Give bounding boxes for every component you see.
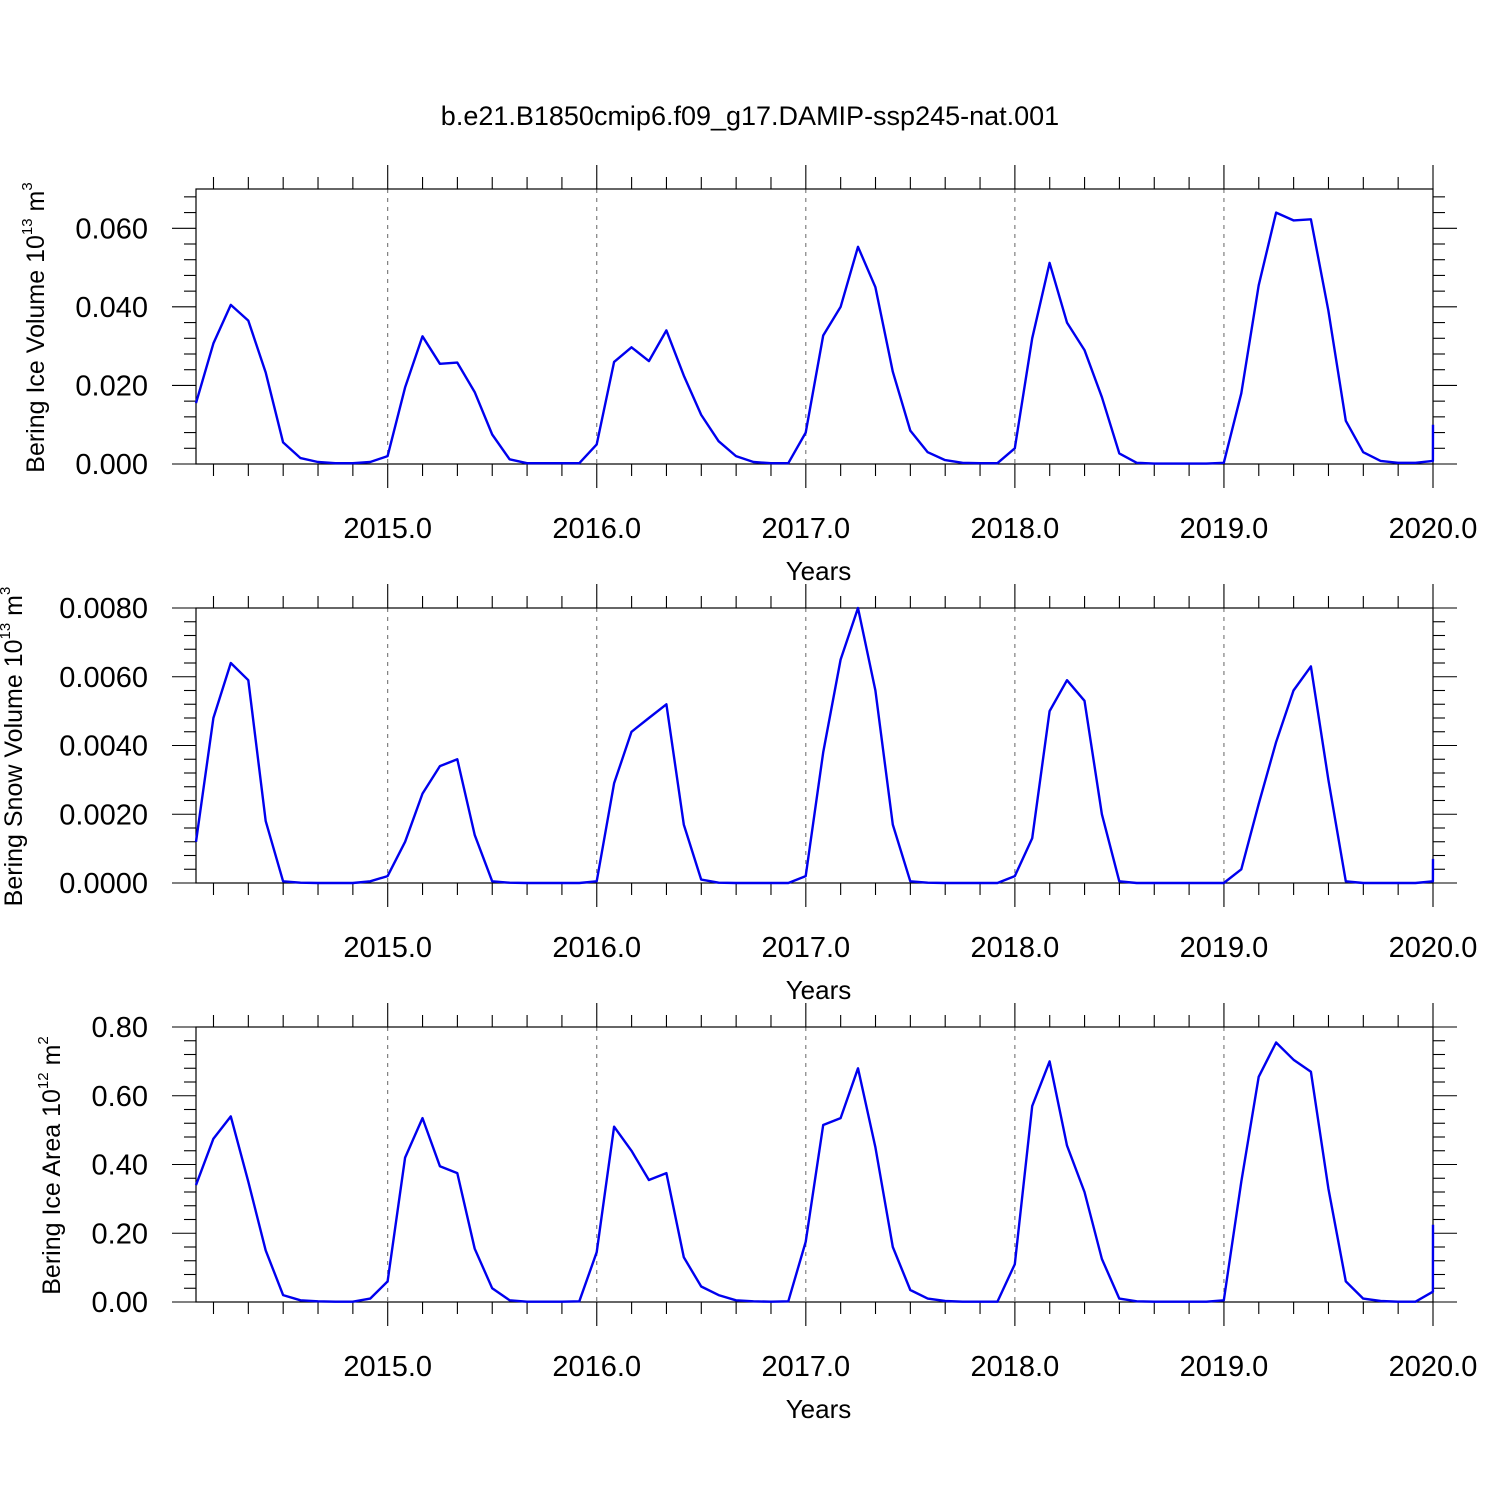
x-tick-label: 2018.0 xyxy=(971,513,1060,545)
x-tick-label: 2016.0 xyxy=(552,513,641,545)
x-tick-label: 2016.0 xyxy=(552,1351,641,1383)
x-tick-label: 2019.0 xyxy=(1180,1351,1269,1383)
x-tick-label: 2015.0 xyxy=(343,932,432,964)
x-tick-label: 2015.0 xyxy=(343,1351,432,1383)
x-tick-label: 2015.0 xyxy=(343,513,432,545)
y-tick-label: 0.60 xyxy=(92,1081,148,1113)
x-tick-label: 2019.0 xyxy=(1180,513,1269,545)
y-tick-label: 0.0080 xyxy=(59,593,148,625)
y-tick-label: 0.00 xyxy=(92,1287,148,1319)
chart-title: b.e21.B1850cmip6.f09_g17.DAMIP-ssp245-na… xyxy=(441,101,1059,131)
x-axis-label: Years xyxy=(786,1394,852,1424)
x-tick-label: 2017.0 xyxy=(761,932,850,964)
y-tick-label: 0.0020 xyxy=(59,799,148,831)
y-tick-label: 0.80 xyxy=(92,1012,148,1044)
x-axis-label: Years xyxy=(786,975,852,1005)
y-tick-label: 0.20 xyxy=(92,1218,148,1250)
y-tick-label: 0.020 xyxy=(75,370,148,402)
y-tick-label: 0.040 xyxy=(75,292,148,324)
series-line xyxy=(194,211,1435,465)
y-axis-label: Bering Ice Area 1012 m2 xyxy=(35,1036,66,1295)
x-tick-label: 2017.0 xyxy=(761,513,850,545)
plot-frame xyxy=(195,1026,1434,1303)
plot-frame xyxy=(195,188,1434,465)
y-axis-label: Bering Ice Volume 1013 m3 xyxy=(19,182,50,472)
y-tick-label: 0.40 xyxy=(92,1150,148,1182)
panel-2: 0.0000 0.0020 0.0040 0.0060 0.0080 2015.0 2016… xyxy=(0,584,1477,1005)
x-tick-label: 2019.0 xyxy=(1180,932,1269,964)
y-tick-label: 0.0040 xyxy=(59,731,148,763)
y-tick-label: 0.0060 xyxy=(59,662,148,694)
panel-1: 0.000 0.020 0.040 0.060 2015.0 2016.0 2017.0 20… xyxy=(19,165,1477,586)
y-axis-label: Bering Snow Volume 1013 m3 xyxy=(0,587,28,907)
x-tick-label: 2020.0 xyxy=(1389,513,1478,545)
series-line xyxy=(194,606,1435,885)
x-tick-label: 2018.0 xyxy=(971,932,1060,964)
x-tick-label: 2020.0 xyxy=(1389,1351,1478,1383)
y-tick-label: 0.000 xyxy=(75,449,148,481)
x-tick-label: 2016.0 xyxy=(552,932,641,964)
series-line xyxy=(194,1041,1435,1303)
y-tick-label: 0.060 xyxy=(75,213,148,245)
x-axis-label: Years xyxy=(786,556,852,586)
y-tick-label: 0.0000 xyxy=(59,868,148,900)
panel-3: 0.00 0.20 0.40 0.60 0.80 2015.0 2016.0 2017.0 20… xyxy=(35,1003,1477,1424)
x-tick-label: 2020.0 xyxy=(1389,932,1478,964)
x-tick-label: 2018.0 xyxy=(971,1351,1060,1383)
x-tick-label: 2017.0 xyxy=(761,1351,850,1383)
